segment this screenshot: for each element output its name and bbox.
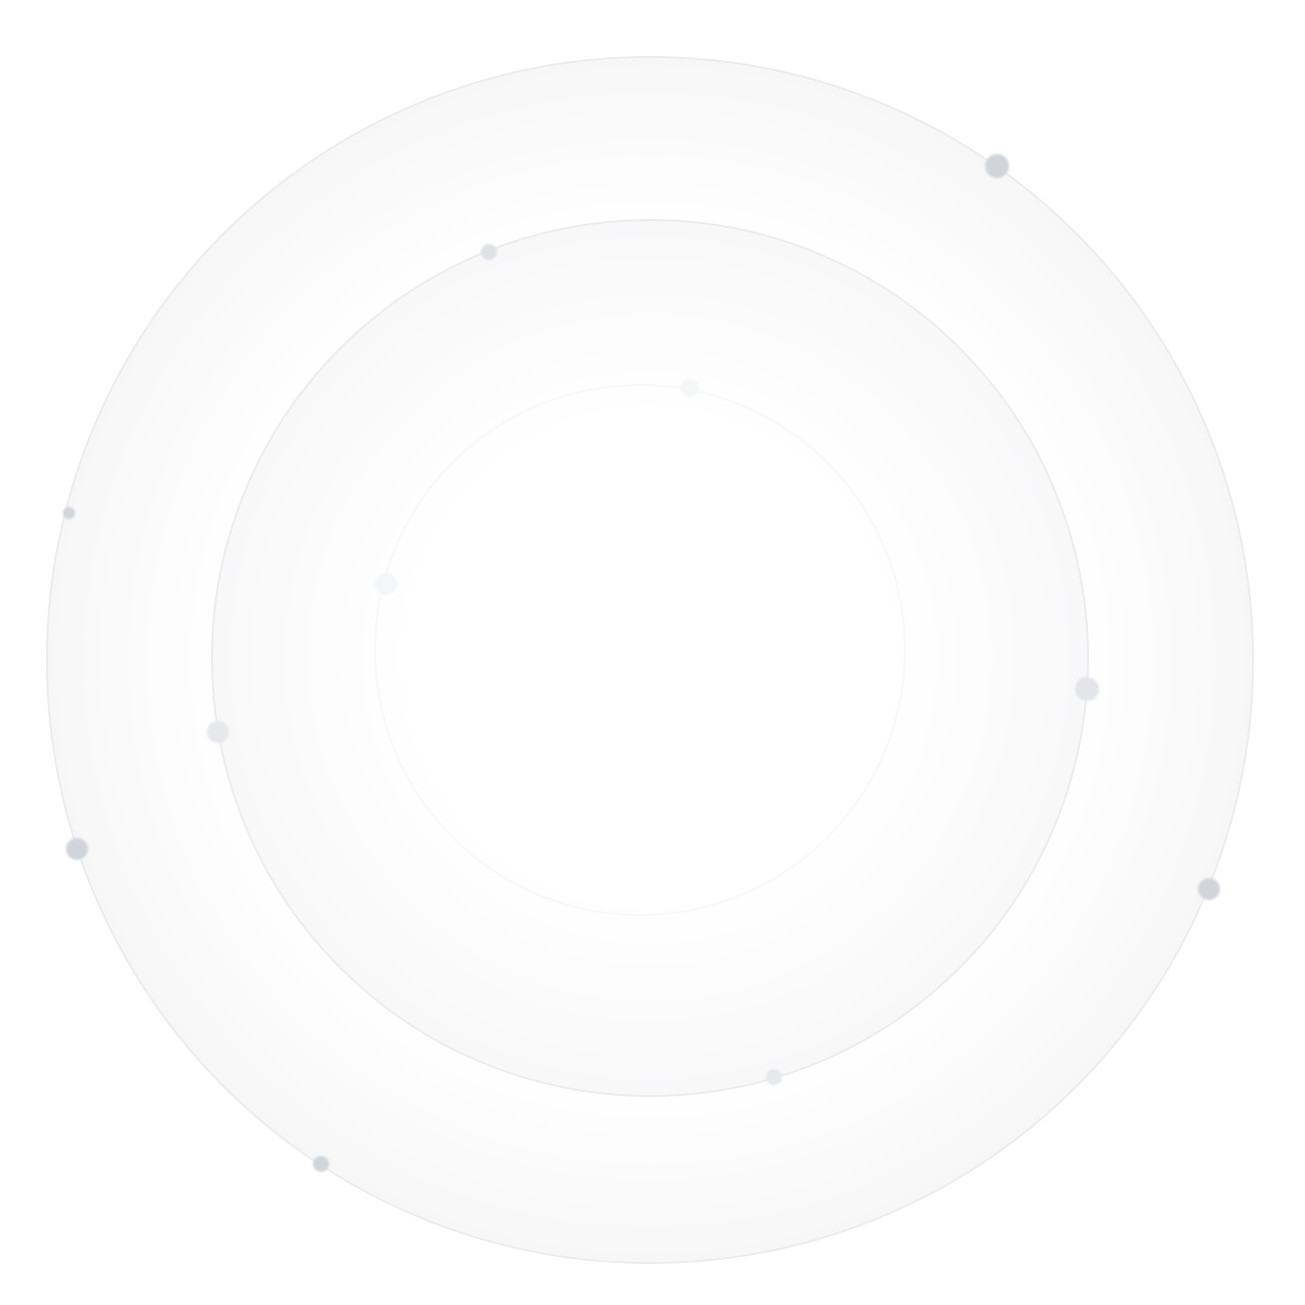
orbit-dot — [63, 507, 75, 519]
orbit-dot — [1075, 677, 1099, 701]
orbit-dot — [1198, 878, 1220, 900]
middle-ring — [211, 219, 1089, 1097]
inner-ring — [374, 384, 906, 916]
orbit-dot — [207, 721, 229, 743]
orbit-dot — [681, 379, 699, 397]
orbit-dot — [313, 1156, 329, 1172]
orbit-dot — [985, 154, 1009, 178]
orbit-dot — [766, 1069, 782, 1085]
orbit-dot — [481, 244, 497, 260]
orbit-dot — [375, 573, 397, 595]
orbit-dot — [66, 838, 88, 860]
